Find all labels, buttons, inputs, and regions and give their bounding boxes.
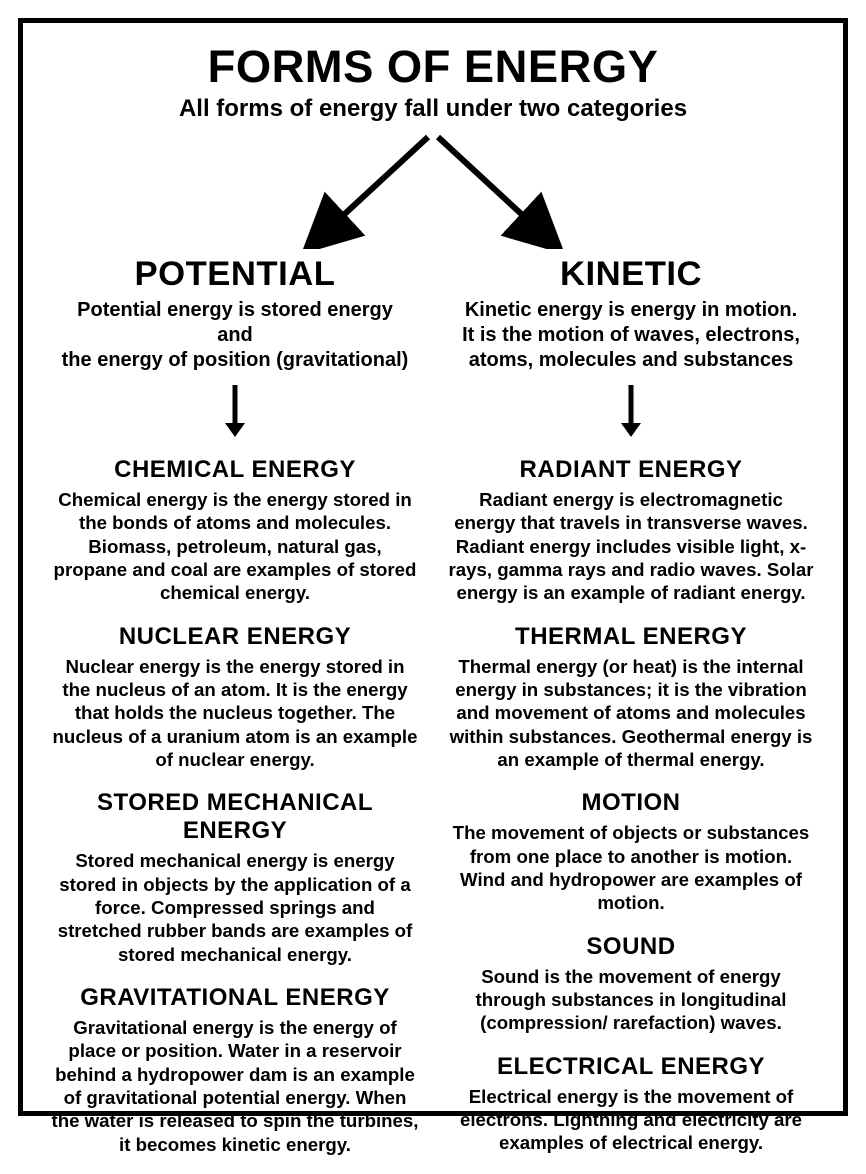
- category-desc-kinetic: Kinetic energy is energy in motion. It i…: [462, 298, 800, 373]
- category-desc-potential: Potential energy is stored energy and th…: [62, 298, 409, 373]
- energy-item: NUCLEAR ENERGY Nuclear energy is the ene…: [47, 623, 423, 772]
- item-desc: Sound is the movement of energy through …: [447, 965, 815, 1035]
- item-desc: Nuclear energy is the energy stored in t…: [51, 655, 419, 772]
- item-title: GRAVITATIONAL ENERGY: [51, 984, 419, 1012]
- item-desc: Radiant energy is electromagnetic energy…: [447, 488, 815, 605]
- energy-item: SOUND Sound is the movement of energy th…: [443, 933, 819, 1035]
- item-title: THERMAL ENERGY: [447, 623, 815, 651]
- column-kinetic: KINETIC Kinetic energy is energy in moti…: [443, 255, 819, 1174]
- item-desc: The movement of objects or substances fr…: [447, 821, 815, 914]
- energy-item: ELECTRICAL ENERGY Electrical energy is t…: [443, 1053, 819, 1155]
- down-arrow-icon: [619, 383, 643, 444]
- item-desc: Electrical energy is the movement of ele…: [447, 1085, 815, 1155]
- category-title-potential: POTENTIAL: [135, 255, 336, 294]
- split-arrow: [47, 129, 819, 249]
- column-potential: POTENTIAL Potential energy is stored ene…: [47, 255, 423, 1174]
- item-desc: Gravitational energy is the energy of pl…: [51, 1016, 419, 1156]
- item-title: NUCLEAR ENERGY: [51, 623, 419, 651]
- diagram-frame: FORMS OF ENERGY All forms of energy fall…: [18, 18, 848, 1116]
- item-desc: Thermal energy (or heat) is the internal…: [447, 655, 815, 772]
- item-title: RADIANT ENERGY: [447, 456, 815, 484]
- item-desc: Chemical energy is the energy stored in …: [51, 488, 419, 605]
- item-title: CHEMICAL ENERGY: [51, 456, 419, 484]
- item-title: STORED MECHANICAL ENERGY: [51, 789, 419, 845]
- item-desc: Stored mechanical energy is energy store…: [51, 849, 419, 966]
- columns: POTENTIAL Potential energy is stored ene…: [47, 255, 819, 1174]
- energy-item: RADIANT ENERGY Radiant energy is electro…: [443, 456, 819, 605]
- item-title: MOTION: [447, 789, 815, 817]
- page-title: FORMS OF ENERGY: [47, 41, 819, 93]
- energy-item: CHEMICAL ENERGY Chemical energy is the e…: [47, 456, 423, 605]
- item-title: ELECTRICAL ENERGY: [447, 1053, 815, 1081]
- item-title: SOUND: [447, 933, 815, 961]
- category-title-kinetic: KINETIC: [560, 255, 702, 294]
- down-arrow-icon: [223, 383, 247, 444]
- page-subtitle: All forms of energy fall under two categ…: [47, 95, 819, 123]
- energy-item: THERMAL ENERGY Thermal energy (or heat) …: [443, 623, 819, 772]
- energy-item: STORED MECHANICAL ENERGY Stored mechanic…: [47, 789, 423, 966]
- energy-item: MOTION The movement of objects or substa…: [443, 789, 819, 914]
- energy-item: GRAVITATIONAL ENERGY Gravitational energ…: [47, 984, 423, 1156]
